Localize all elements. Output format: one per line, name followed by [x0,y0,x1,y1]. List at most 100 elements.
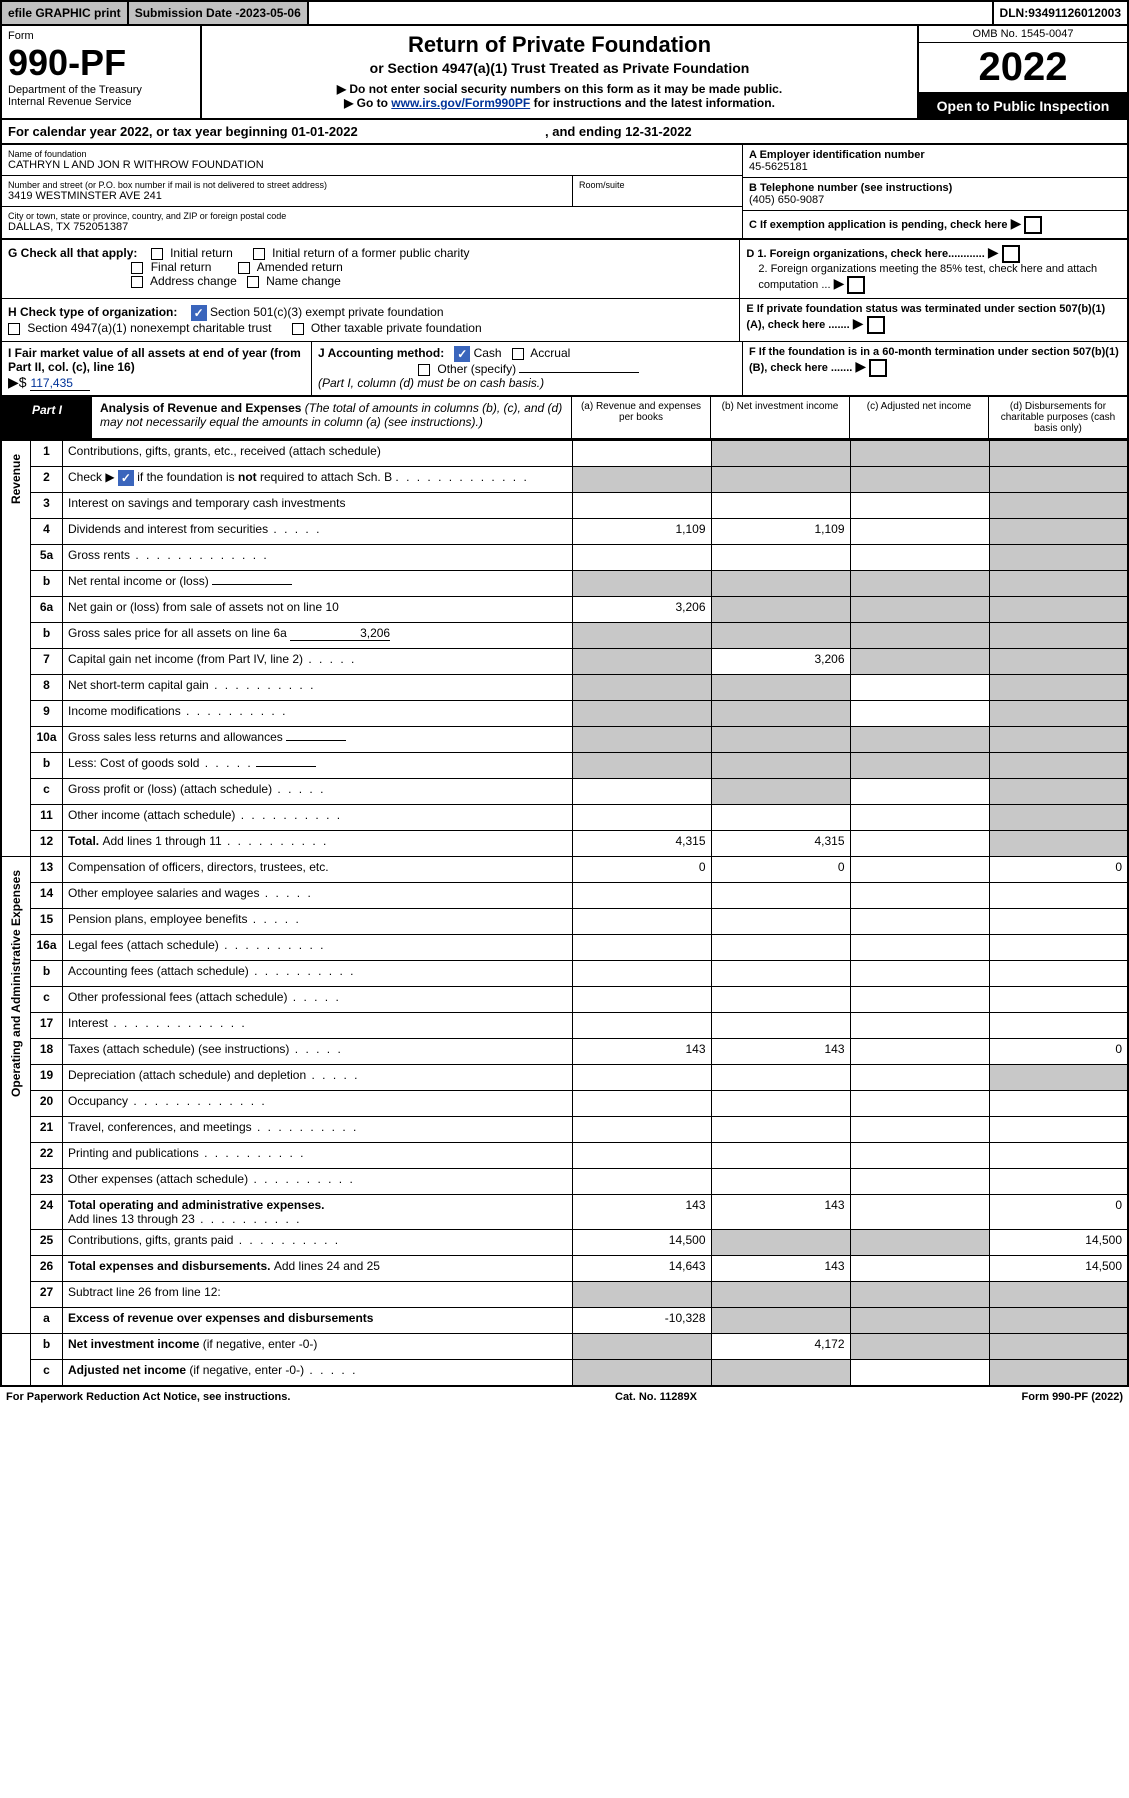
j-accrual-checkbox[interactable] [512,348,524,360]
g-final-checkbox[interactable] [131,262,143,274]
h-section: H Check type of organization: ✓ Section … [2,299,739,341]
cell-c [850,467,989,493]
part1-table: Revenue 1 Contributions, gifts, grants, … [0,440,1129,1387]
phone-label: B Telephone number (see instructions) [749,182,1121,194]
cell-a: 4,315 [572,831,711,857]
cell-a [572,805,711,831]
f-section: F If the foundation is in a 60-month ter… [742,342,1127,395]
line-desc: Check ▶ ✓ if the foundation is not requi… [63,467,573,493]
line-desc: Interest [63,1013,573,1039]
schedule-b-checkbox[interactable]: ✓ [118,470,134,486]
g-initial-checkbox[interactable] [151,248,163,260]
cell-d [989,649,1128,675]
arrow-icon: ▶ [988,244,999,260]
cell-d: 14,500 [989,1230,1128,1256]
r2-end: required to attach Sch. B [260,470,392,484]
cell-d [989,597,1128,623]
line-desc: Gross sales less returns and allowances [63,727,573,753]
entity-info: Name of foundation CATHRYN L AND JON R W… [0,145,1129,240]
line-no: 4 [31,519,63,545]
irs-label: Internal Revenue Service [8,96,194,108]
instructions-link[interactable]: www.irs.gov/Form990PF [391,96,530,110]
g-amended-checkbox[interactable] [238,262,250,274]
line-no: b [31,961,63,987]
h-4947-checkbox[interactable] [8,323,20,335]
h-label: H Check type of organization: [8,305,177,319]
c-checkbox[interactable] [1024,216,1042,234]
line-desc: Net short-term capital gain [63,675,573,701]
footer-left: For Paperwork Reduction Act Notice, see … [6,1391,290,1403]
g-name-change-checkbox[interactable] [247,276,259,288]
cell-b [711,493,850,519]
table-row: 4 Dividends and interest from securities… [1,519,1128,545]
line-no: c [31,1360,63,1386]
cell-c [850,701,989,727]
table-row: 10a Gross sales less returns and allowan… [1,727,1128,753]
calendar-begin: 01-01-2022 [291,124,358,139]
form-header: Form 990-PF Department of the Treasury I… [0,26,1129,120]
line-desc: Legal fees (attach schedule) [63,935,573,961]
cell-a [572,701,711,727]
table-row: 6a Net gain or (loss) from sale of asset… [1,597,1128,623]
line-desc: Depreciation (attach schedule) and deple… [63,1065,573,1091]
line-desc: Dividends and interest from securities [63,519,573,545]
arrow-icon: ▶ [855,358,866,374]
info-left: Name of foundation CATHRYN L AND JON R W… [2,145,742,238]
cell-c [850,675,989,701]
part1-desc: Analysis of Revenue and Expenses (The to… [92,397,571,438]
cell-a [572,727,711,753]
i-label: I Fair market value of all assets at end… [8,346,301,374]
foundation-name: CATHRYN L AND JON R WITHROW FOUNDATION [8,159,736,171]
line-no: 12 [31,831,63,857]
g-addr-change-checkbox[interactable] [131,276,143,288]
d1-checkbox[interactable] [1002,245,1020,263]
f-checkbox[interactable] [869,359,887,377]
cell-d [989,493,1128,519]
line-desc: Gross sales price for all assets on line… [63,623,573,649]
line-no: a [31,1308,63,1334]
line-no: c [31,987,63,1013]
g-initial-former-checkbox[interactable] [253,248,265,260]
table-row: Revenue 1 Contributions, gifts, grants, … [1,441,1128,467]
submission-label: Submission Date - [135,6,240,20]
j-other-label: Other (specify) [437,362,516,376]
line-no: 24 [31,1195,63,1230]
cell-a [572,493,711,519]
line-no: b [31,623,63,649]
line-desc: Contributions, gifts, grants, etc., rece… [63,441,573,467]
cell-d: 0 [989,1195,1128,1230]
j-cash-checkbox[interactable]: ✓ [454,346,470,362]
h-501c3-checkbox[interactable]: ✓ [191,305,207,321]
cell-b: 1,109 [711,519,850,545]
line-no: b [31,1334,63,1360]
line-no: 16a [31,935,63,961]
part1-columns: (a) Revenue and expenses per books (b) N… [571,397,1127,438]
r2-post: if the foundation is [137,470,238,484]
table-row: 25 Contributions, gifts, grants paid 14,… [1,1230,1128,1256]
cell-a [572,467,711,493]
line-desc: Adjusted net income (if negative, enter … [63,1360,573,1386]
table-row: 11 Other income (attach schedule) [1,805,1128,831]
j-other-checkbox[interactable] [418,364,430,376]
cell-b [711,467,850,493]
cell-d [989,727,1128,753]
line-no: 13 [31,857,63,883]
table-row: 3 Interest on savings and temporary cash… [1,493,1128,519]
table-row: 19 Depreciation (attach schedule) and de… [1,1065,1128,1091]
h-other-checkbox[interactable] [292,323,304,335]
part1-title: Analysis of Revenue and Expenses [100,401,301,415]
line-desc: Other professional fees (attach schedule… [63,987,573,1013]
submission-value: 2023-05-06 [239,6,300,20]
cell-a: 1,109 [572,519,711,545]
table-row: 14 Other employee salaries and wages [1,883,1128,909]
top-bar: efile GRAPHIC print Submission Date - 20… [0,0,1129,26]
f-label: F If the foundation is in a 60-month ter… [749,346,1119,374]
table-row: 15 Pension plans, employee benefits [1,909,1128,935]
cell-d [989,675,1128,701]
col-b-header: (b) Net investment income [710,397,849,438]
d2-checkbox[interactable] [847,276,865,294]
cell-b [711,1230,850,1256]
e-checkbox[interactable] [867,316,885,334]
cell-c [850,1230,989,1256]
form-title: Return of Private Foundation [208,32,911,58]
